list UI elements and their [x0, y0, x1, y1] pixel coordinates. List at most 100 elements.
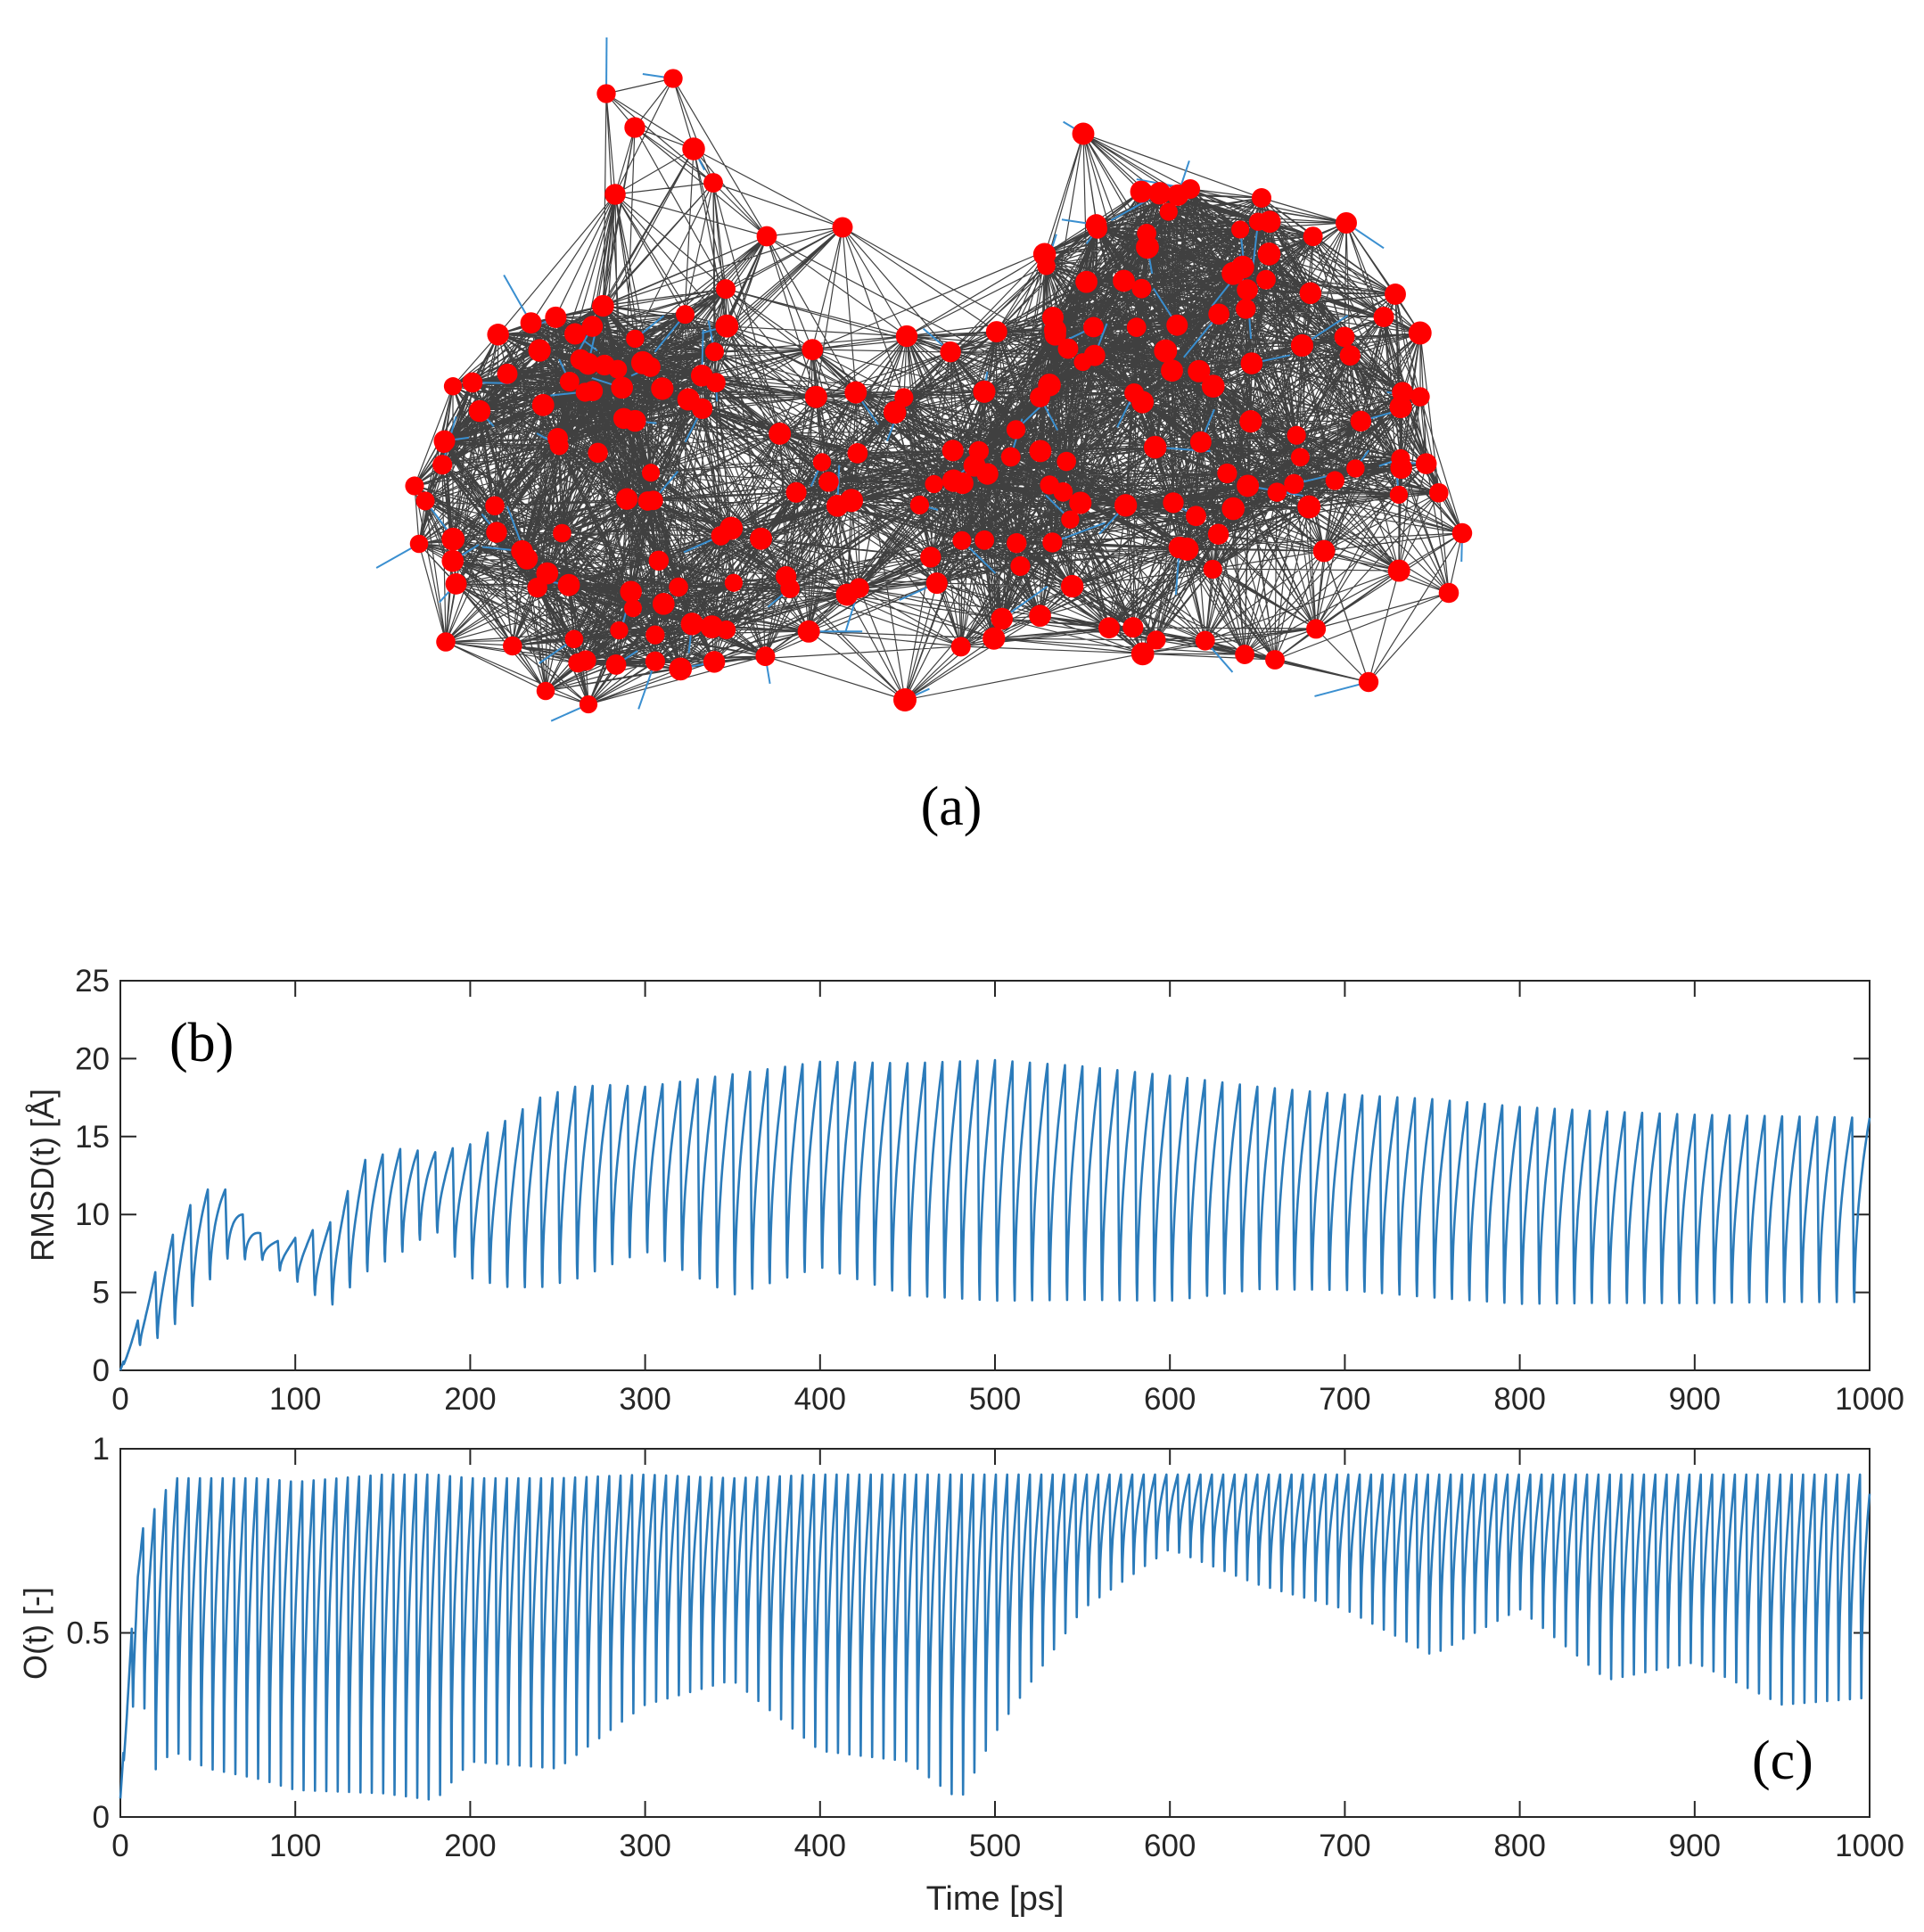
panel-c-label: (c) [1752, 1731, 1813, 1791]
network-node [1297, 495, 1321, 519]
network-node [1208, 303, 1229, 325]
network-node [669, 577, 688, 597]
network-node [432, 455, 453, 475]
network-node [920, 547, 941, 568]
network-node [1060, 574, 1084, 598]
network-node [592, 294, 614, 317]
rmsd-ytick-label: 20 [75, 1041, 110, 1076]
network-node [1451, 522, 1473, 544]
network-node [1163, 492, 1184, 514]
network-node [577, 352, 600, 375]
rmsd-xtick-label: 700 [1319, 1382, 1370, 1417]
network-node [1188, 359, 1211, 382]
network-node [515, 547, 539, 570]
network-node [755, 646, 776, 667]
network-node [648, 550, 670, 571]
network-node [1159, 202, 1178, 221]
rmsd-xtick-label: 200 [444, 1382, 496, 1417]
network-node [711, 526, 731, 546]
rmsd-xtick-label: 600 [1144, 1382, 1196, 1417]
network-node [1113, 269, 1135, 292]
network-node [1042, 532, 1063, 553]
network-node [549, 436, 569, 456]
network-node [1186, 506, 1206, 527]
network-node [1290, 448, 1310, 467]
network-node [559, 372, 580, 392]
rmsd-ytick-label: 0 [93, 1353, 110, 1388]
order-parameter-chart: 0 100 200 300 400 500 600 700 800 900 1000 0 0.5 1 (c… [17, 1432, 1904, 1918]
rmsd-xtick-label: 800 [1493, 1382, 1545, 1417]
network-node [645, 625, 665, 645]
network-node [797, 620, 820, 643]
network-node [1098, 617, 1120, 639]
network-node [1148, 182, 1172, 205]
network-node [1251, 187, 1272, 209]
network-node [1166, 314, 1188, 336]
network-node [581, 316, 604, 337]
network-node [1428, 482, 1449, 503]
network-node [1072, 122, 1095, 145]
network-node [1207, 523, 1229, 545]
network-edges [414, 78, 1463, 705]
network-node [528, 339, 551, 362]
network-node [1131, 278, 1152, 299]
network-node [844, 381, 867, 404]
rmsd-xtick-label: 0 [111, 1382, 128, 1417]
network-node [835, 583, 859, 606]
network-node [1239, 475, 1259, 495]
order-xtick-label: 400 [794, 1829, 846, 1863]
network-node [1175, 538, 1199, 561]
rmsd-ytick-label: 15 [75, 1120, 110, 1155]
network-node [804, 385, 827, 408]
network-node [1000, 447, 1021, 467]
network-node [1389, 395, 1412, 419]
network-node [485, 496, 505, 516]
order-xtick-label: 800 [1493, 1829, 1545, 1863]
network-node [690, 365, 713, 387]
network-node [1290, 333, 1314, 358]
network-node [1195, 630, 1215, 651]
network-node [950, 637, 971, 657]
network-node [669, 657, 693, 681]
network-node [680, 612, 703, 636]
network-node [445, 572, 467, 595]
network-node [1236, 299, 1256, 319]
network-node [503, 636, 522, 656]
network-node [553, 523, 571, 543]
order-xtick-label: 100 [269, 1829, 321, 1863]
network-node [608, 359, 628, 379]
network-node [925, 572, 948, 595]
network-node [645, 651, 665, 671]
network-node [1114, 494, 1138, 517]
network-node [717, 620, 736, 639]
order-y-axis-label: O(t) [-] [17, 1587, 53, 1680]
network-node [952, 530, 972, 550]
order-xtick-label: 500 [969, 1829, 1021, 1863]
network-node [1061, 510, 1080, 529]
network-node [716, 279, 736, 300]
network-node [1161, 359, 1183, 382]
rmsd-ytick-label: 25 [75, 964, 110, 999]
network-node [682, 137, 705, 160]
network-node [1010, 555, 1031, 576]
network-node [840, 489, 864, 513]
network-node [611, 376, 634, 399]
network-node [1040, 475, 1059, 495]
network-node [1154, 339, 1178, 363]
network-node [1387, 559, 1410, 582]
network-node [564, 629, 584, 649]
panel-a-label: (a) [921, 777, 983, 837]
network-node [974, 530, 995, 550]
network-node [433, 430, 456, 452]
network-node [626, 329, 645, 349]
network-node [1032, 243, 1057, 267]
network-node [1122, 617, 1144, 638]
network-node [1029, 440, 1052, 463]
network-node [615, 488, 638, 510]
network-node [1339, 345, 1361, 366]
network-node [620, 580, 642, 603]
network-node [436, 632, 456, 652]
network-node [1221, 497, 1245, 521]
network-node [973, 380, 996, 403]
network-node [588, 442, 608, 464]
